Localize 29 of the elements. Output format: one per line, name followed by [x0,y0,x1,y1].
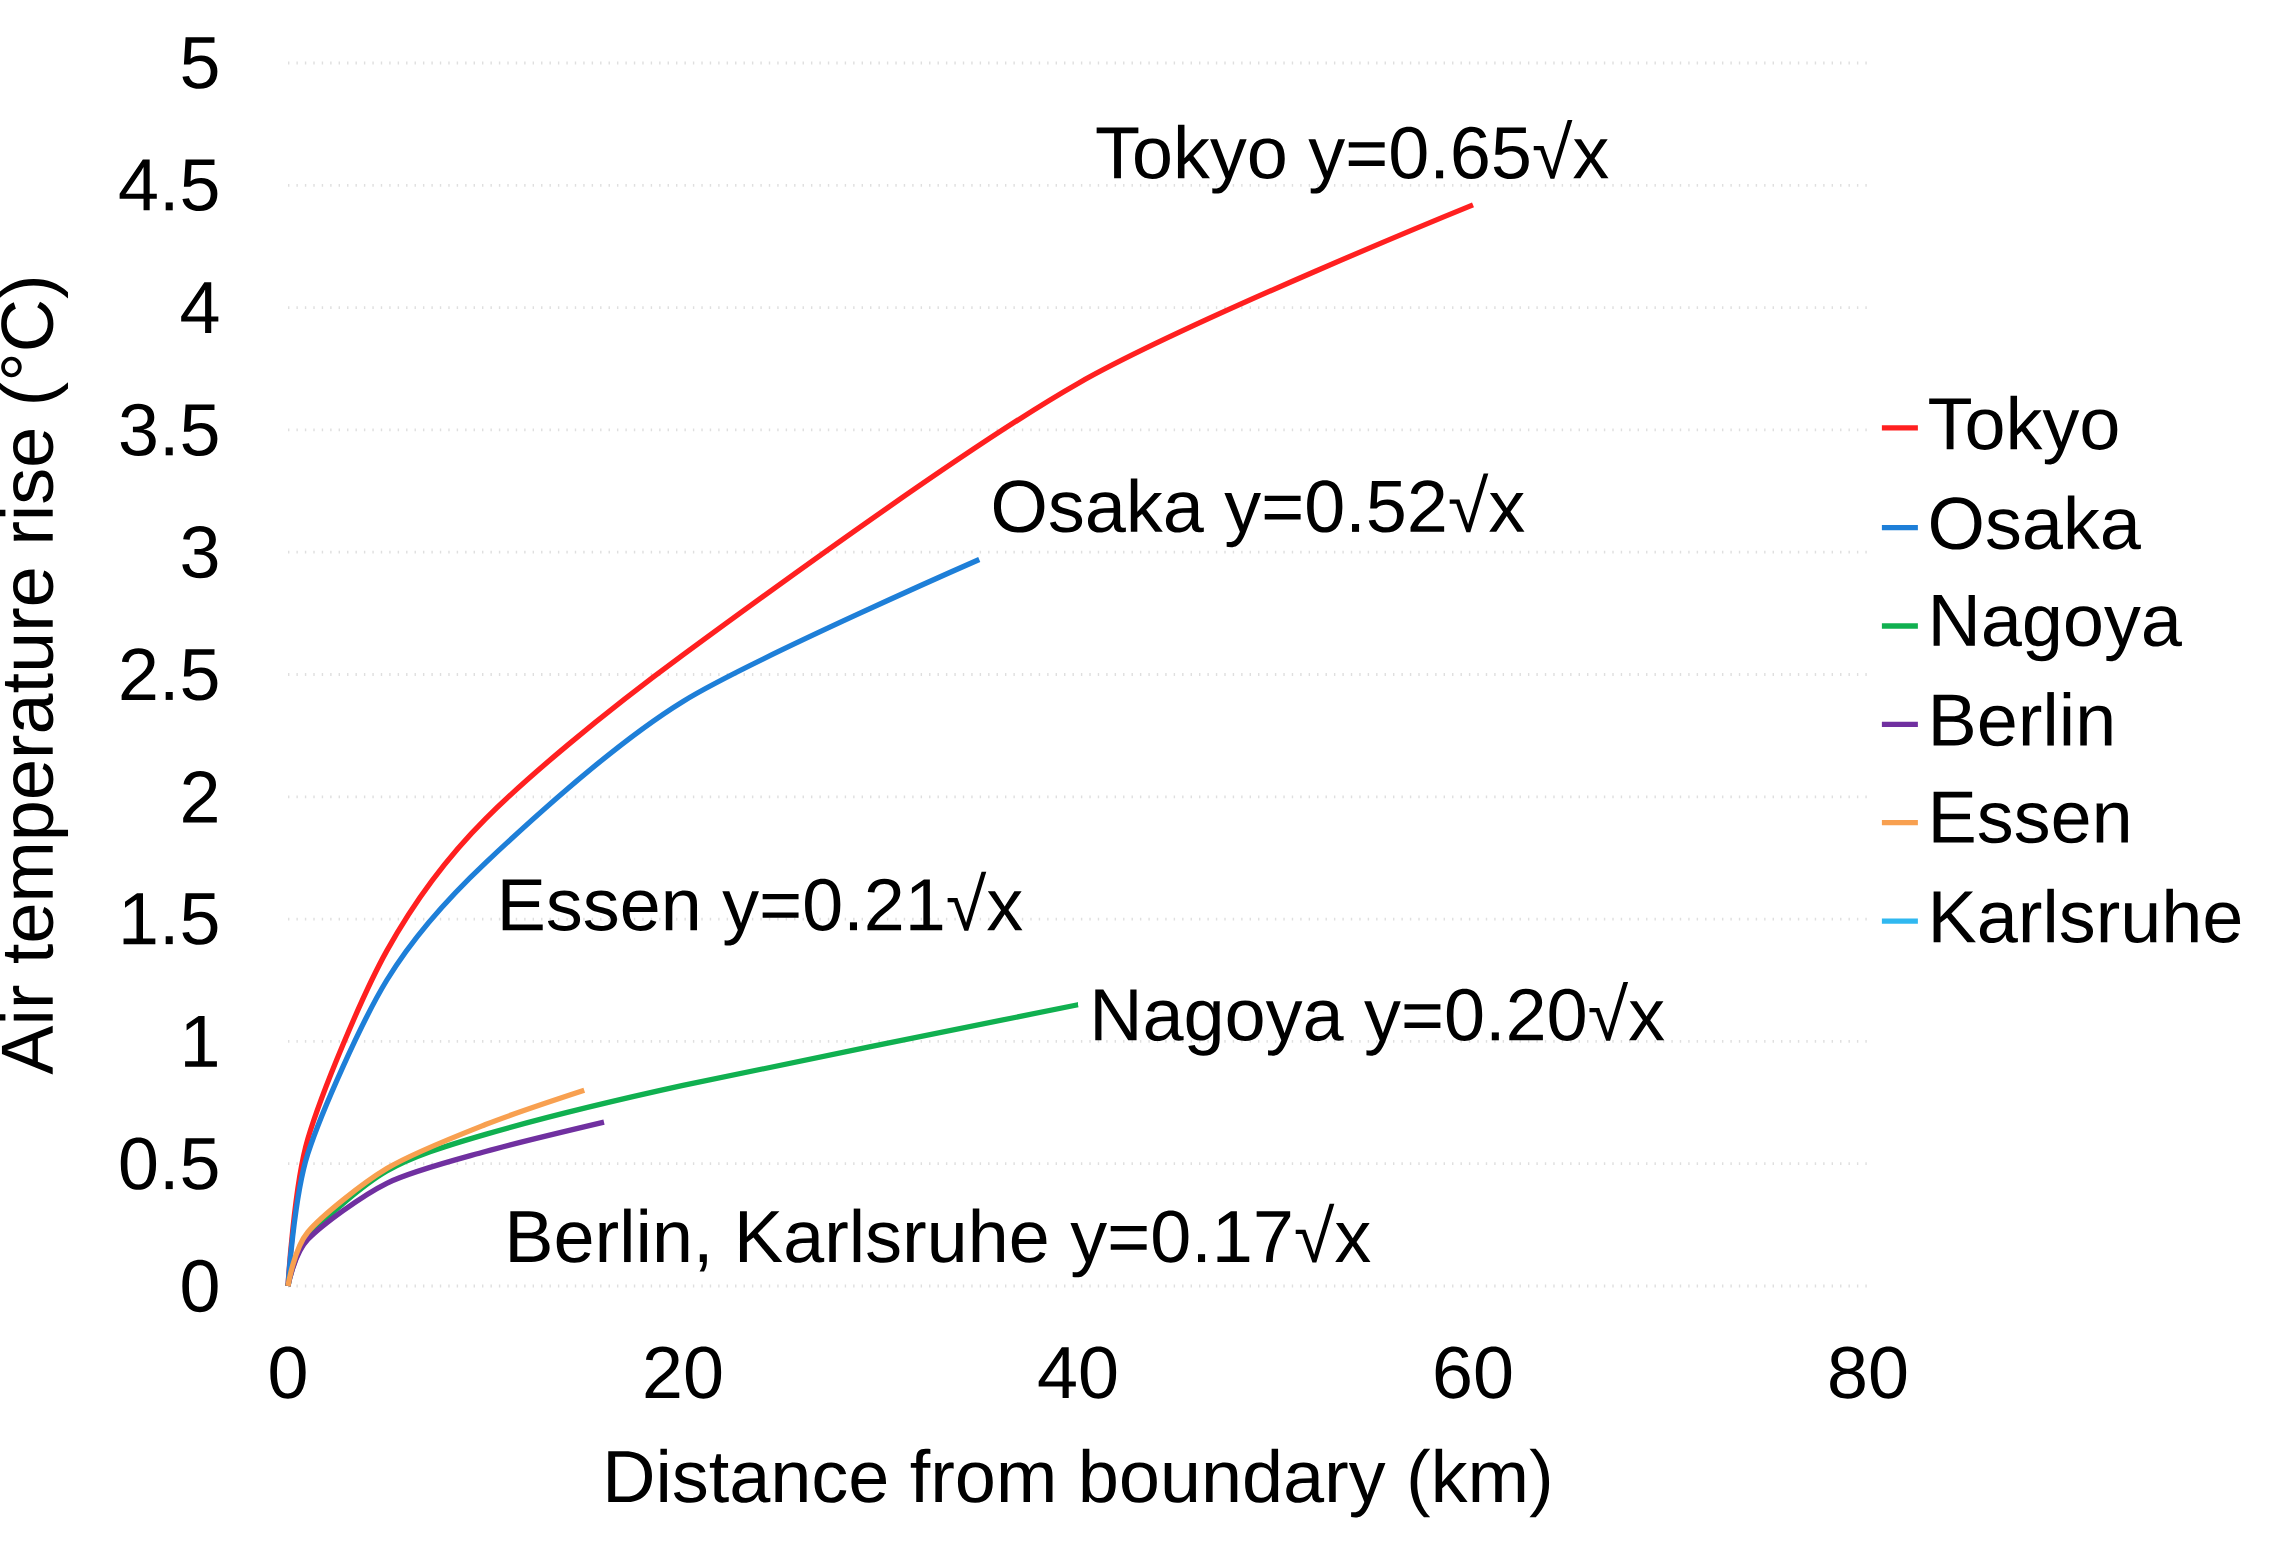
x-tick-label: 0 [270,1346,306,1399]
x-tick-label: 40 [1038,1346,1117,1399]
x-tick-label: 60 [1435,1346,1512,1399]
y-tick-label: 0 [182,1259,218,1313]
annotation: Osaka y=0.52√x [993,473,1525,548]
y-tick-label: 4 [181,282,219,333]
y-tick-label: 2.5 [121,648,218,701]
legend-label: Tokyo [1929,395,2118,465]
y-tick-label: 3 [182,526,218,579]
y-tick-label: 1.5 [123,893,218,945]
legend-label: Essen [1933,791,2128,844]
legend-label: Nagoya [1933,595,2182,662]
x-axis-title: Distance from boundary (km) [608,1448,1550,1518]
y-tick-label: 2 [183,771,217,823]
legend-label: Osaka [1931,495,2141,550]
x-tick-label: 80 [1830,1346,1907,1399]
y-tick-label: 0.5 [120,1137,218,1190]
annotation: Nagoya y=0.20√x [1095,981,1665,1056]
annotation: Essen y=0.21√x [502,871,1023,946]
x-tick-label: 20 [645,1346,722,1399]
annotation: Berlin, Karlsruhe y=0.17√x [510,1203,1371,1278]
y-axis-title: Air temperature rise (°C) [0,278,69,1075]
y-tick-label: 1 [185,1016,217,1067]
annotation: Tokyo y=0.65√x [1096,119,1609,194]
legend-label: Berlin [1933,692,2112,747]
y-tick-label: 3.5 [120,403,218,457]
legend-label: Karlsruhe [1933,888,2241,943]
y-tick-label: 5 [182,37,218,89]
y-tick-label: 4.5 [119,159,218,212]
